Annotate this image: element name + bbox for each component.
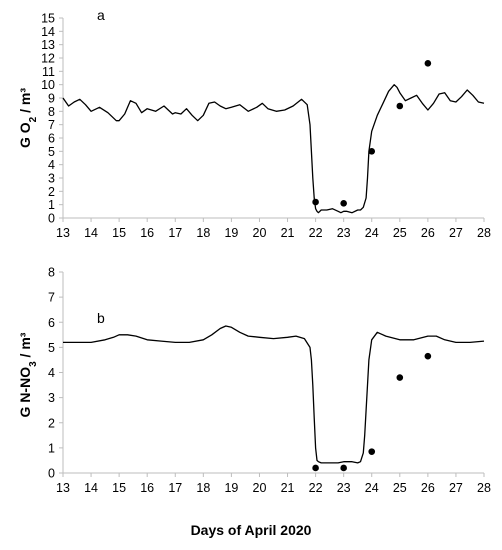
panel-b-y-tick-label: 6	[48, 316, 55, 330]
panel-b-x-tick-label: 26	[421, 481, 435, 495]
panel-a-x-tick-label: 27	[449, 226, 463, 240]
panel-b-scatter-point	[312, 464, 319, 472]
panel-a-x-tick-label: 15	[112, 226, 126, 240]
panel-a-series-line	[62, 84, 485, 214]
panel-a-x-tick-label: 25	[393, 226, 407, 240]
panel-b-x-tick-label: 24	[365, 481, 379, 495]
panel-b-x-tick-label: 17	[168, 481, 182, 495]
panel-b-scatter-point	[396, 374, 404, 381]
panel-a-y-tick-label: 2	[48, 185, 55, 199]
panel-b-x-tick-label: 22	[309, 481, 323, 495]
panel-b-y-tick-label: 3	[48, 391, 55, 405]
panel-a-x-tick-label: 20	[253, 226, 267, 240]
panel-b-x-tick-label: 28	[477, 481, 491, 495]
panel-a-x-tick-label: 13	[56, 226, 70, 240]
panel-b-y-tick-label: 0	[48, 467, 55, 481]
panel-a-x-tick-label: 24	[365, 226, 379, 240]
panel-b-scatter-point	[424, 352, 432, 360]
panel-b-scatter-point	[340, 464, 347, 472]
panel-a-y-tick-label: 6	[48, 132, 55, 146]
panel-a-y-tick-label: 10	[41, 78, 55, 92]
panel-a-y-tick-label: 13	[41, 38, 55, 52]
panel-a-x-tick-label: 18	[196, 226, 210, 240]
panel-a-x-tick-label: 23	[337, 226, 351, 240]
panel-b-letter: b	[97, 310, 105, 326]
panel-b-x-tick-label: 27	[449, 481, 463, 495]
panel-a-y-tick-label: 9	[48, 92, 55, 106]
x-axis-title: Days of April 2020	[190, 522, 312, 538]
panel-b-ylabel: G N-NO3 / m³	[17, 332, 39, 417]
panel-a-y-tick-label: 0	[48, 212, 55, 226]
panel-a-y-tick-label: 14	[41, 25, 55, 39]
panel-b-x-tick-label: 19	[224, 481, 238, 495]
panel-b-y-tick-label: 4	[48, 366, 55, 380]
panel-b-x-tick-label: 18	[196, 481, 210, 495]
panel-b-scatter-point	[368, 448, 376, 455]
panel-a-y-tick-label: 7	[48, 118, 55, 132]
panel-b-y-tick-label: 5	[48, 341, 55, 355]
panel-b-y-tick-label: 1	[48, 441, 55, 455]
panel-a-y-tick-label: 8	[48, 105, 55, 119]
panel-b-y-tick-label: 2	[48, 416, 55, 430]
panel-a-y-tick-label: 1	[48, 198, 55, 212]
panel-a-x-tick-label: 28	[477, 226, 491, 240]
panel-a-scatter-point	[368, 148, 376, 155]
panel-a-y-tick-label: 11	[42, 65, 55, 79]
panel-a-x-tick-label: 19	[224, 226, 238, 240]
panel-a-ylabel-subscript: 2	[28, 116, 39, 122]
panel-b-x-tick-label: 23	[337, 481, 351, 495]
panel-a-x-tick-label: 17	[168, 226, 182, 240]
panel-a-y-tick-label: 15	[41, 12, 55, 26]
panel-a-scatter-point	[312, 198, 319, 206]
panel-a-ylabel-main: G O	[17, 122, 33, 148]
panel-a-x-tick-label: 21	[281, 226, 295, 240]
panel-b-y-tick-label: 8	[48, 266, 55, 280]
panel-b-x-tick-label: 14	[84, 481, 98, 495]
panel-a-y-tick-label: 5	[48, 145, 55, 159]
panel-b-x-tick-label: 21	[281, 481, 295, 495]
panel-a-x-tick-label: 26	[421, 226, 435, 240]
panel-b-series-line	[63, 325, 485, 464]
panel-a-y-tick-label: 12	[41, 52, 55, 66]
panel-a-ylabel: G O2 / m³	[17, 88, 39, 148]
panel-a-x-tick-label: 14	[84, 226, 98, 240]
panel-b-x-tick-label: 20	[253, 481, 267, 495]
panel-a-x-tick-label: 16	[140, 226, 154, 240]
panel-b-x-tick-label: 15	[112, 481, 126, 495]
panel-a-scatter-point	[340, 200, 347, 207]
panel-b-x-tick-label: 13	[56, 481, 70, 495]
panel-a-scatter-point	[396, 102, 404, 110]
panel-a-scatter-point	[424, 60, 432, 67]
panel-b-ylabel-unit: / m³	[17, 332, 33, 361]
panel-b-x-tick-label: 16	[140, 481, 154, 495]
panel-b-x-tick-label: 25	[393, 481, 407, 495]
panel-a-ylabel-unit: / m³	[17, 88, 33, 117]
panel-b-ylabel-main: G N-NO	[17, 367, 33, 418]
panel-b-ylabel-subscript: 3	[28, 361, 39, 367]
panel-a-y-tick-label: 3	[48, 172, 55, 186]
panel-a-x-tick-label: 22	[309, 226, 323, 240]
panel-a-y-tick-label: 4	[48, 158, 55, 172]
panel-a-letter: a	[97, 7, 105, 23]
panel-b-y-tick-label: 7	[48, 291, 55, 305]
